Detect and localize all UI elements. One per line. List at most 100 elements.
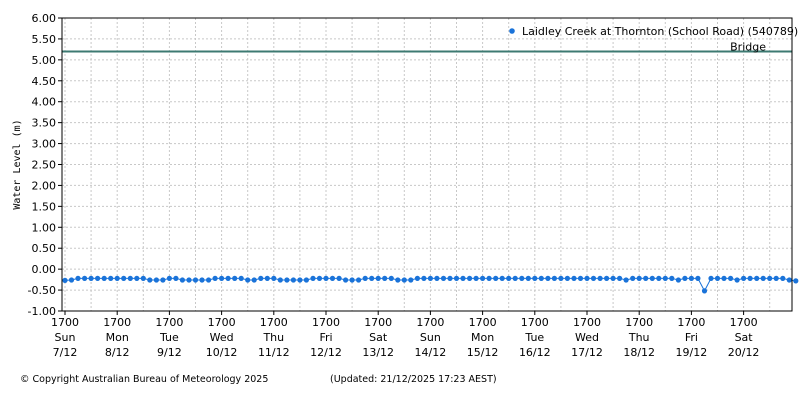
legend: Laidley Creek at Thornton (School Road) …	[509, 25, 798, 38]
data-point	[134, 275, 140, 281]
data-point	[160, 277, 166, 283]
x-tick-label-time: 1700	[155, 316, 183, 329]
data-point	[499, 275, 505, 281]
data-point	[140, 275, 146, 281]
plot-frame	[61, 17, 793, 312]
data-point	[414, 275, 420, 281]
data-point	[101, 275, 107, 281]
data-point	[336, 275, 342, 281]
data-point	[728, 275, 734, 281]
data-point	[323, 275, 329, 281]
data-point	[199, 277, 205, 283]
x-tick-label-date: 17/12	[571, 346, 603, 359]
data-point	[558, 275, 564, 281]
data-point	[258, 275, 264, 281]
data-point	[421, 275, 427, 281]
data-point	[734, 277, 740, 283]
data-point	[453, 275, 460, 281]
data-point	[701, 288, 708, 294]
y-tick-label: 3.00	[32, 138, 57, 151]
y-tick-label: 2.00	[32, 179, 57, 192]
data-point	[88, 275, 94, 281]
data-point	[480, 275, 486, 281]
data-point	[571, 275, 577, 281]
data-point	[284, 277, 290, 283]
data-point	[721, 275, 727, 281]
y-axis-title: Water Level (m)	[12, 119, 23, 209]
x-tick-label-time: 1700	[51, 316, 79, 329]
data-point	[649, 275, 655, 281]
data-point	[219, 275, 225, 281]
data-point	[62, 277, 68, 283]
data-point	[623, 277, 629, 283]
reference-line-label: Bridge	[730, 40, 766, 53]
data-point	[532, 275, 538, 281]
x-tick-label-day: Mon	[471, 331, 494, 344]
data-point	[108, 275, 114, 281]
data-point	[460, 275, 466, 281]
y-tick-label: 5.50	[32, 33, 57, 46]
data-point	[408, 277, 414, 283]
data-point	[388, 275, 394, 281]
data-point	[362, 275, 368, 281]
x-tick-label-time: 1700	[260, 316, 288, 329]
data-point	[310, 275, 316, 281]
x-tick-label-day: Wed	[210, 331, 234, 344]
y-tick-label: 0.50	[32, 242, 57, 255]
data-point	[440, 275, 447, 281]
data-point	[577, 275, 584, 281]
data-point	[447, 275, 453, 281]
data-point	[754, 275, 760, 281]
x-tick-label-date: 8/12	[105, 346, 130, 359]
y-tick-label: -1.00	[28, 305, 56, 318]
x-tick-label-day: Mon	[106, 331, 129, 344]
x-tick-label-day: Tue	[524, 331, 544, 344]
legend-label: Laidley Creek at Thornton (School Road) …	[522, 25, 798, 38]
data-point	[643, 275, 649, 281]
data-point	[251, 277, 257, 283]
data-point	[656, 275, 662, 281]
data-point	[212, 275, 218, 281]
x-tick-label-time: 1700	[469, 316, 497, 329]
data-point	[741, 275, 747, 281]
data-point	[297, 277, 303, 283]
data-point	[773, 275, 779, 281]
x-tick-label-time: 1700	[730, 316, 758, 329]
data-point	[714, 275, 721, 281]
data-point	[467, 275, 473, 281]
data-point	[401, 277, 407, 283]
y-tick-label: 2.50	[32, 159, 57, 172]
x-tick-label-date: 12/12	[310, 346, 342, 359]
data-point	[147, 277, 153, 283]
data-point	[225, 275, 231, 281]
data-point	[82, 275, 88, 281]
x-tick-label-date: 13/12	[362, 346, 394, 359]
data-point	[349, 277, 355, 283]
y-tick-label: 1.00	[32, 221, 57, 234]
data-point	[395, 277, 401, 283]
y-tick-label: 4.00	[32, 96, 57, 109]
x-tick-label-date: 10/12	[206, 346, 238, 359]
data-point	[238, 275, 244, 281]
x-tick-label-date: 19/12	[676, 346, 708, 359]
data-point	[675, 277, 682, 283]
data-point	[369, 275, 375, 281]
x-tick-label-date: 18/12	[623, 346, 655, 359]
data-point	[277, 277, 283, 283]
updated-text: (Updated: 21/12/2025 17:23 AEST)	[330, 374, 497, 385]
data-point	[630, 275, 636, 281]
x-tick-label-date: 11/12	[258, 346, 290, 359]
data-point	[356, 277, 362, 283]
data-point	[525, 275, 531, 281]
data-point	[127, 275, 133, 281]
x-tick-label-time: 1700	[573, 316, 601, 329]
grid	[62, 17, 792, 312]
data-point	[519, 275, 525, 281]
data-point	[617, 275, 623, 281]
x-tick-label-time: 1700	[312, 316, 340, 329]
data-point	[166, 275, 172, 281]
data-point	[695, 275, 701, 281]
y-tick-label: 6.00	[32, 12, 57, 25]
x-tick-label-date: 9/12	[157, 346, 182, 359]
